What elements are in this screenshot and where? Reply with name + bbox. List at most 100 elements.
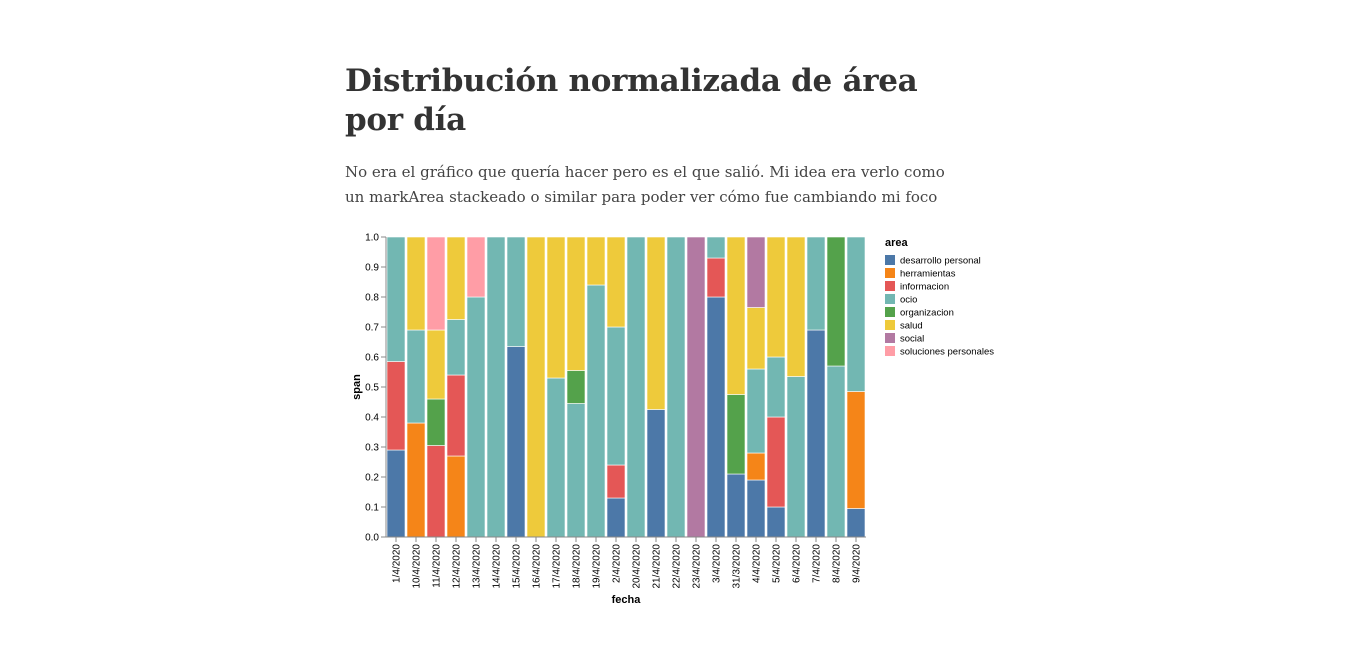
bar-segment (766, 236, 786, 358)
y-tick-label: 0.3 (365, 443, 379, 454)
bar-segment (766, 506, 786, 538)
x-axis-title: fecha (612, 594, 642, 606)
y-axis-title: span (351, 374, 363, 400)
bar-segment (406, 422, 426, 538)
legend-entry: organizacion (900, 308, 954, 319)
bar-segment (746, 479, 766, 538)
bar-segment (426, 398, 446, 446)
x-tick-label: 17/4/2020 (552, 544, 563, 589)
x-tick-label: 9/4/2020 (852, 544, 863, 583)
x-tick-label: 6/4/2020 (792, 544, 803, 583)
legend-swatch (885, 268, 895, 278)
bar-segment (826, 365, 846, 538)
x-axis: 1/4/2020 10/4/2020 11/4/2020 12/4/2020 13/4/… (386, 536, 866, 589)
x-tick-label: 14/4/2020 (492, 544, 503, 589)
bar-segment (806, 329, 826, 538)
x-tick-label: 12/4/2020 (452, 544, 463, 589)
bar-segment (746, 368, 766, 454)
bar-segment (386, 449, 406, 538)
legend-swatch (885, 307, 895, 317)
x-tick-label: 7/4/2020 (812, 544, 823, 583)
x-tick-label: 10/4/2020 (412, 544, 423, 589)
bar-segment (746, 236, 766, 308)
bar-segment (666, 236, 686, 538)
y-tick-label: 1.0 (365, 233, 379, 244)
bar-segment (726, 473, 746, 538)
bar-segment (406, 236, 426, 331)
bar-segment (546, 377, 566, 538)
legend-swatch (885, 333, 895, 343)
bar-segment (586, 284, 606, 538)
bar-segment (606, 326, 626, 466)
bar-segment (606, 464, 626, 499)
legend-swatch (885, 294, 895, 304)
y-tick-label: 0.9 (365, 263, 379, 274)
x-tick-label: 11/4/2020 (432, 544, 443, 588)
bar-segment (746, 452, 766, 481)
bar-segment (706, 257, 726, 298)
plot-area (386, 236, 866, 538)
x-tick-label: 8/4/2020 (832, 544, 843, 583)
x-tick-label: 31/3/2020 (732, 544, 743, 589)
bar-segment (526, 236, 546, 538)
x-tick-label: 19/4/2020 (592, 544, 603, 589)
page-content: Distribución normalizada de área por día… (345, 62, 1005, 210)
bar-segment (826, 236, 846, 367)
legend-swatch (885, 281, 895, 291)
x-tick-label: 5/4/2020 (772, 544, 783, 583)
y-tick-label: 0.6 (365, 353, 379, 364)
bar-segment (686, 236, 706, 538)
bar-segment (546, 236, 566, 379)
legend-entry: salud (900, 321, 923, 332)
y-tick-label: 0.2 (365, 473, 379, 484)
x-tick-label: 3/4/2020 (712, 544, 723, 583)
legend-swatch (885, 346, 895, 356)
bar-segment (506, 236, 526, 347)
bar-segment (766, 356, 786, 418)
legend: area desarrollo personal herramientas info… (885, 237, 994, 358)
bar-segment (806, 236, 826, 331)
bar-segment (726, 394, 746, 475)
x-tick-label: 4/4/2020 (752, 544, 763, 583)
y-tick-label: 0.7 (365, 323, 379, 334)
legend-swatch (885, 255, 895, 265)
bar-segment (606, 497, 626, 538)
x-tick-label: 22/4/2020 (672, 544, 683, 589)
x-tick-label: 16/4/2020 (532, 544, 543, 589)
x-tick-label: 2/4/2020 (612, 544, 623, 583)
bar-segment (566, 370, 586, 404)
legend-entry: ocio (900, 295, 917, 306)
y-tick-label: 0.8 (365, 293, 379, 304)
bar-segment (466, 236, 486, 298)
bar-segment (646, 409, 666, 538)
bar-segment (566, 236, 586, 371)
bar-segment (406, 329, 426, 424)
x-tick-label: 20/4/2020 (632, 544, 643, 589)
legend-entry: herramientas (900, 269, 956, 280)
legend-swatch (885, 320, 895, 330)
y-tick-label: 0.5 (365, 383, 379, 394)
x-tick-label: 13/4/2020 (472, 544, 483, 589)
page-subtitle: No era el gráfico que quería hacer pero … (345, 163, 945, 206)
bar-segment (846, 391, 866, 509)
legend-title: area (885, 237, 909, 249)
x-tick-label: 15/4/2020 (512, 544, 523, 589)
bar-segment (766, 416, 786, 508)
bar-segment (586, 236, 606, 286)
legend-entry: social (900, 334, 924, 345)
legend-entry: soluciones personales (900, 347, 994, 358)
bar-segment (466, 296, 486, 538)
bar-segment (446, 319, 466, 376)
page-title: Distribución normalizada de área por día (345, 63, 918, 138)
x-tick-label: 18/4/2020 (572, 544, 583, 589)
bar-segment (846, 508, 866, 538)
bar-segment (506, 346, 526, 538)
legend-entry: informacion (900, 282, 949, 293)
bar-segment (706, 236, 726, 259)
bar-segment (386, 361, 406, 451)
legend-entry: desarrollo personal (900, 256, 981, 267)
bar-segment (486, 236, 506, 538)
y-tick-label: 0.0 (365, 533, 379, 544)
bar-segment (426, 236, 446, 331)
bar-segment (726, 236, 746, 395)
